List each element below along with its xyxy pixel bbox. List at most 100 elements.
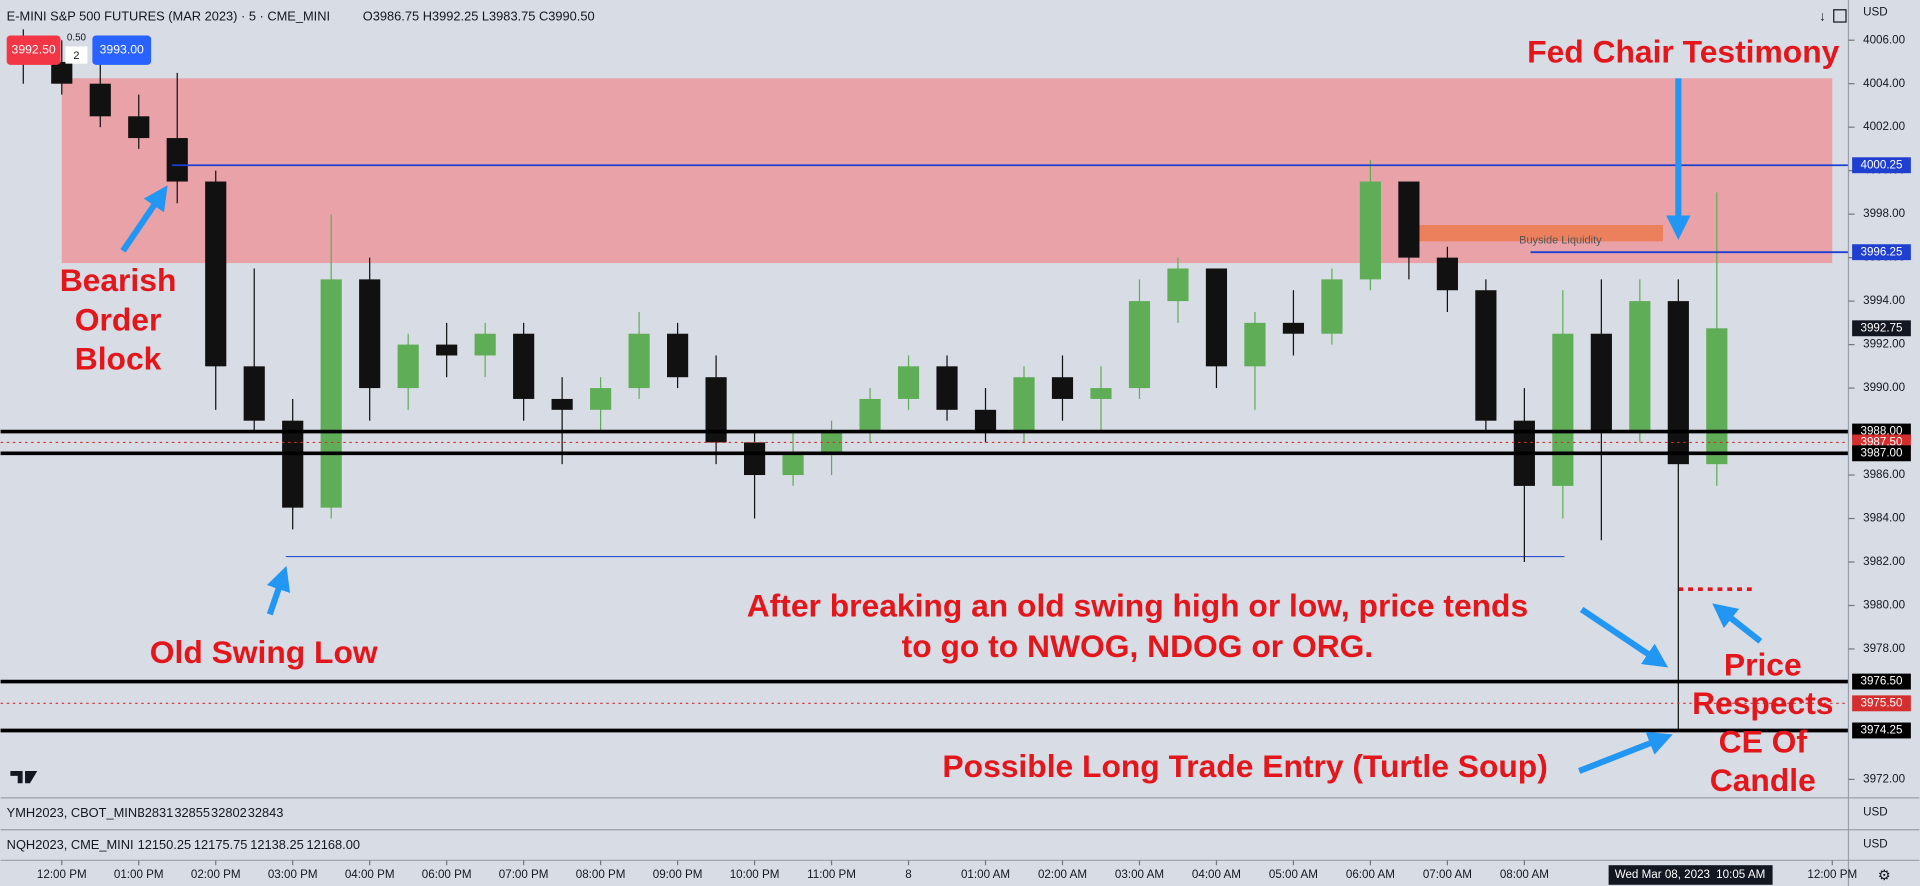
y-tick-label: 3984.00 <box>1863 512 1905 525</box>
candle-body <box>1475 290 1497 421</box>
level-label: 3974.25 <box>1861 724 1903 737</box>
annotation: Price <box>1724 646 1802 682</box>
spread: 0.50 <box>67 33 87 44</box>
candle-body <box>782 453 804 476</box>
candle-body <box>705 377 727 443</box>
level-label-box <box>1852 244 1911 261</box>
candle-body <box>397 344 419 389</box>
x-tick-label: 07:00 PM <box>499 868 549 881</box>
zone-label: Buyside Liquidity <box>1519 234 1602 246</box>
candle-body <box>513 333 535 399</box>
logo <box>10 770 38 784</box>
annotation: CE Of <box>1719 723 1808 759</box>
x-tick-label: 12:00 PM <box>37 868 87 881</box>
x-tick-label: 06:00 PM <box>422 868 472 881</box>
level-label-box <box>1852 695 1911 712</box>
candle-body <box>243 366 265 421</box>
pane-value: 32855 <box>174 805 210 820</box>
candle-body <box>1282 322 1305 334</box>
annotation: to go to NWOG, NDOG or ORG. <box>902 628 1374 664</box>
pane-value: 12168.00 <box>307 837 361 852</box>
symbol-title: E-MINI S&P 500 FUTURES (MAR 2023) · 5 · … <box>7 9 330 24</box>
arrow <box>1579 606 1669 668</box>
level-label-box <box>1852 157 1911 174</box>
candle-body <box>128 116 150 139</box>
x-tick-label: 05:00 AM <box>1269 868 1318 881</box>
arrow <box>1712 603 1763 644</box>
x-tick-label: 01:00 AM <box>961 868 1010 881</box>
annotation: Order <box>75 301 162 337</box>
candle-body <box>1706 328 1728 465</box>
arrow <box>1578 731 1673 774</box>
candle-body <box>1590 333 1612 432</box>
level-label: 3975.50 <box>1861 696 1903 709</box>
candle-body <box>436 344 458 356</box>
annotation: Respects <box>1692 685 1833 721</box>
candle-body <box>1051 377 1074 399</box>
candle-body <box>1552 333 1574 486</box>
candle-body <box>1128 301 1151 389</box>
candle-body <box>974 409 997 432</box>
crosshair-label-box <box>1608 865 1773 885</box>
level-label-box <box>1852 673 1911 690</box>
pane-value: 12150.25 <box>138 837 192 852</box>
sell-button[interactable] <box>6 35 61 65</box>
candle-body <box>1244 322 1266 367</box>
candle-body <box>1321 279 1343 334</box>
currency: USD <box>1863 806 1888 819</box>
pane-name: YMH2023, CBOT_MINI <box>7 805 141 820</box>
x-tick-label: 03:00 PM <box>268 868 318 881</box>
candle-body <box>1359 181 1381 280</box>
candle-body <box>1436 257 1458 291</box>
y-tick-label: 4002.00 <box>1863 120 1905 133</box>
annotation: Candle <box>1710 762 1816 798</box>
arrow <box>120 185 168 253</box>
y-tick-label: 3978.00 <box>1863 642 1905 655</box>
candle-body <box>628 333 650 389</box>
x-tick-label: 12:00 PM <box>1807 868 1857 881</box>
arrow <box>266 565 291 616</box>
plot-area: Buyside Liquidity <box>0 29 1849 733</box>
candle-body <box>89 83 111 117</box>
candle-body <box>1013 377 1035 432</box>
buy-button[interactable] <box>92 35 152 65</box>
annotation: Old Swing Low <box>150 634 378 670</box>
y-tick-label: 3998.00 <box>1863 207 1905 220</box>
level-label: 3987.00 <box>1861 446 1903 459</box>
qty-box[interactable] <box>65 46 88 64</box>
pane-value: 32843 <box>248 805 284 820</box>
x-tick-label: 09:00 PM <box>653 868 703 881</box>
x-tick-label: 02:00 AM <box>1038 868 1087 881</box>
fullscreen-icon[interactable] <box>1833 9 1847 23</box>
ohlc: O3986.75 H3992.25 L3983.75 C3990.50 <box>363 9 595 24</box>
annotation: After breaking an old swing high or low,… <box>747 588 1528 624</box>
candle-body <box>859 398 881 432</box>
y-tick-label: 3992.00 <box>1863 338 1905 351</box>
candle-body <box>320 279 342 508</box>
ask: 3993.00 <box>100 42 144 56</box>
x-tick-label: 04:00 AM <box>1192 868 1241 881</box>
candle-body <box>667 333 689 378</box>
candle-body <box>205 181 227 367</box>
candle-body <box>743 442 766 476</box>
pane-value: 32802 <box>211 805 247 820</box>
pane-value: 12138.25 <box>250 837 304 852</box>
candle-body <box>936 366 958 410</box>
currency: USD <box>1863 837 1888 850</box>
y-tick-label: 3982.00 <box>1863 555 1905 568</box>
level-label-box <box>1852 722 1911 739</box>
candle-body <box>166 138 188 182</box>
level-label-box <box>1852 320 1911 337</box>
settings-icon[interactable]: ⚙ <box>1878 868 1891 884</box>
x-tick-label: 03:00 AM <box>1115 868 1164 881</box>
candle-body <box>359 279 381 389</box>
y-tick-label: 3994.00 <box>1863 294 1905 307</box>
y-tick-label: 3980.00 <box>1863 599 1905 612</box>
bid: 3992.50 <box>12 42 56 56</box>
candle-body <box>282 420 304 508</box>
level-label: 3996.25 <box>1861 245 1903 258</box>
candle-body <box>51 61 73 84</box>
level-label: 3988.00 <box>1861 425 1903 438</box>
level-label: 3987.50 <box>1861 435 1903 448</box>
download-icon[interactable]: ↓ <box>1819 9 1826 24</box>
